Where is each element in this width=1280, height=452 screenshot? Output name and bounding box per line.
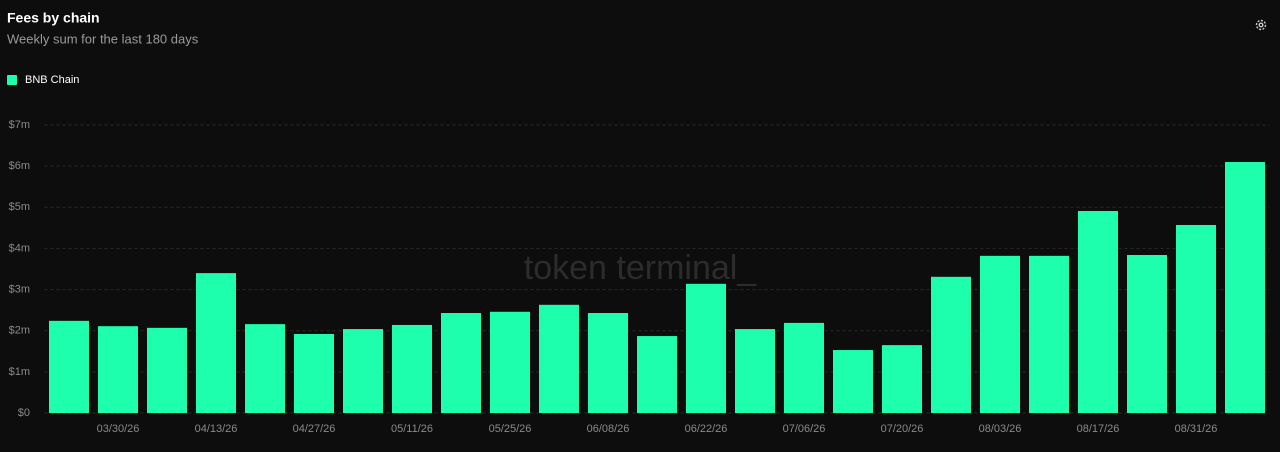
bar: [1029, 255, 1069, 413]
bar: [882, 345, 922, 413]
y-tick-label: $2m: [9, 325, 30, 337]
bar: [686, 283, 726, 413]
x-tick-label: 04/27/26: [293, 423, 336, 435]
bar: [637, 336, 677, 413]
bar: [392, 324, 432, 413]
y-tick-label: $7m: [9, 119, 30, 131]
settings-icon[interactable]: [1255, 19, 1267, 31]
bar: [490, 311, 530, 413]
bar: [49, 320, 89, 413]
x-tick-label: 08/31/26: [1175, 423, 1218, 435]
bar: [539, 304, 579, 413]
bar: [1225, 162, 1265, 413]
bar: [147, 327, 187, 413]
x-tick-label: 06/22/26: [685, 423, 728, 435]
bar: [1176, 224, 1216, 413]
chart-title: Fees by chain: [7, 10, 100, 26]
y-tick-label: $5m: [9, 201, 30, 213]
x-tick-label: 08/17/26: [1077, 423, 1120, 435]
y-tick-label: $1m: [9, 366, 30, 378]
x-tick-label: 03/30/26: [97, 423, 140, 435]
bar: [833, 350, 873, 413]
y-tick-label: $3m: [9, 283, 30, 295]
chart-subtitle: Weekly sum for the last 180 days: [7, 31, 199, 46]
x-tick-label: 07/06/26: [783, 423, 826, 435]
y-tick-label: $0: [18, 407, 30, 419]
x-tick-label: 07/20/26: [881, 423, 924, 435]
bar: [980, 255, 1020, 413]
bar: [196, 273, 236, 413]
legend-label: BNB Chain: [25, 74, 79, 86]
bar: [98, 326, 138, 413]
y-tick-label: $4m: [9, 242, 30, 254]
y-tick-label: $6m: [9, 160, 30, 172]
x-tick-label: 05/11/26: [391, 423, 433, 435]
bar: [931, 276, 971, 413]
x-tick-label: 04/13/26: [195, 423, 238, 435]
bar: [441, 313, 481, 413]
x-tick-label: 08/03/26: [979, 423, 1022, 435]
gear-inner: [1258, 22, 1264, 28]
bar: [343, 329, 383, 413]
bar: [588, 313, 628, 413]
bar: [1078, 210, 1118, 413]
gear-outer: [1255, 19, 1267, 31]
x-tick-label: 06/08/26: [587, 423, 630, 435]
bar: [784, 322, 824, 413]
bar: [294, 334, 334, 413]
x-tick-label: 05/25/26: [489, 423, 532, 435]
legend-swatch: [7, 75, 17, 85]
bar: [735, 329, 775, 413]
bar: [1127, 255, 1167, 413]
bar: [245, 324, 285, 413]
watermark: token terminal_: [524, 249, 758, 287]
